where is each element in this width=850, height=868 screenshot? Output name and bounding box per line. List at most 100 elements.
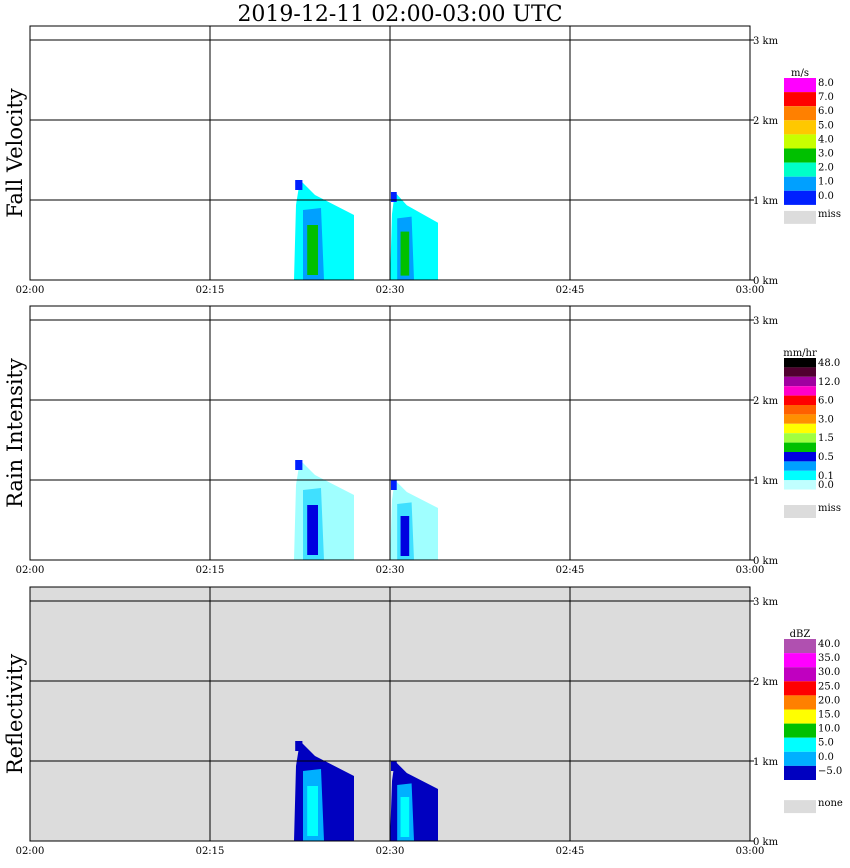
legend-swatch	[784, 695, 816, 710]
echo-cell	[390, 761, 438, 841]
legend-label: 6.0	[818, 396, 834, 407]
legend-swatch	[784, 190, 816, 205]
legend-swatch	[784, 470, 816, 481]
echo-cell	[294, 741, 354, 841]
legend-label: −5.0	[818, 766, 842, 777]
legend-unit: mm/hr	[783, 348, 817, 359]
legend-label: 1.5	[818, 433, 834, 444]
y-tick-label: 2 km	[753, 677, 779, 688]
panel-3: 0 km 1 km 2 km 3 km 02:00 02:15 02:30 02:45 03:0…	[3, 586, 843, 857]
plot-frame	[29, 25, 751, 281]
legend-label: 12.0	[818, 377, 840, 388]
legend-label: 8.0	[818, 78, 834, 89]
legend-label: 35.0	[818, 653, 840, 664]
colorbar-legend: m/s 8.0 7.0 6.0 5.0 4.0 3.0 2.0 1.0 0.0 miss	[784, 68, 841, 224]
x-tick-label: 02:30	[376, 565, 405, 576]
legend-swatch	[784, 737, 816, 752]
legend-label: 7.0	[818, 92, 834, 103]
legend-label: 5.0	[818, 738, 834, 749]
legend-swatch	[784, 461, 816, 471]
echo-cell	[390, 480, 438, 560]
legend-swatch	[784, 442, 816, 452]
x-tick-label: 03:00	[736, 846, 765, 857]
legend-label: 10.0	[818, 724, 840, 735]
legend-label: 3.0	[818, 414, 834, 425]
legend-swatch	[784, 709, 816, 724]
y-tick-label: 3 km	[753, 597, 779, 608]
legend-swatch	[784, 681, 816, 696]
legend-swatch	[784, 134, 816, 149]
echo-cell	[294, 460, 354, 560]
x-tick-label: 02:15	[196, 846, 225, 857]
legend-swatch	[784, 78, 816, 93]
y-tick-label: 1 km	[753, 757, 779, 768]
legend-swatch	[784, 452, 816, 462]
y-tick-label: 1 km	[753, 476, 779, 487]
legend-swatch	[784, 639, 816, 654]
legend-missing-swatch	[784, 800, 816, 814]
echo-top	[295, 741, 303, 751]
legend-swatch	[784, 667, 816, 682]
legend-swatch	[784, 358, 816, 368]
legend-swatch	[784, 148, 816, 163]
legend-unit: m/s	[791, 68, 809, 79]
legend-label: 40.0	[818, 639, 840, 650]
panel-2: 0 km 1 km 2 km 3 km 02:00 02:15 02:30 02:45 03:0…	[3, 305, 841, 576]
legend-label: 0.5	[818, 452, 834, 463]
x-tick-label: 02:00	[16, 565, 45, 576]
legend-swatch	[784, 176, 816, 191]
echo-cell	[294, 180, 354, 280]
legend-label: 0.0	[818, 480, 834, 491]
y-tick-label: 3 km	[753, 316, 779, 327]
plot-frame	[29, 586, 751, 842]
legend-label: 1.0	[818, 177, 834, 188]
echo-core	[307, 786, 318, 836]
echo-core	[400, 516, 410, 556]
legend-missing-swatch	[784, 210, 816, 224]
legend-swatch	[784, 162, 816, 177]
echo-top	[390, 761, 397, 771]
x-tick-label: 02:00	[16, 285, 45, 296]
echo-top	[295, 460, 303, 470]
x-tick-label: 03:00	[736, 565, 765, 576]
x-tick-label: 02:00	[16, 846, 45, 857]
legend-label: 0.1	[818, 471, 834, 482]
echo-top	[390, 192, 397, 202]
legend-label: 48.0	[818, 358, 840, 369]
legend-swatch	[784, 106, 816, 121]
legend-label: 25.0	[818, 681, 840, 692]
legend-swatch	[784, 480, 816, 490]
legend-label: 0.0	[818, 752, 834, 763]
legend-label: 30.0	[818, 667, 840, 678]
legend-missing-swatch	[784, 505, 816, 518]
legend-label: 6.0	[818, 106, 834, 117]
panel-ylabel: Fall Velocity	[3, 88, 27, 218]
legend-swatch	[784, 92, 816, 107]
legend-label: 15.0	[818, 710, 840, 721]
echo-cell	[390, 192, 438, 280]
y-tick-label: 2 km	[753, 116, 779, 127]
panel-1: 0 km 1 km 2 km 3 km 02:00 02:15 02:30 02:45 03:0…	[3, 25, 841, 296]
y-tick-label: 0 km	[753, 276, 779, 287]
legend-label: 20.0	[818, 695, 840, 706]
legend-swatch	[784, 395, 816, 405]
x-tick-label: 02:45	[556, 285, 585, 296]
echo-core	[307, 225, 318, 275]
legend-swatch	[784, 386, 816, 396]
legend-swatch	[784, 405, 816, 415]
echo-core	[307, 505, 318, 555]
x-tick-label: 02:30	[376, 285, 405, 296]
legend-swatch	[784, 765, 816, 780]
legend-swatch	[784, 414, 816, 424]
chart-title: 2019-12-11 02:00-03:00 UTC	[237, 2, 563, 27]
y-tick-label: 0 km	[753, 837, 779, 848]
legend-swatch	[784, 780, 816, 795]
legend-swatch	[784, 120, 816, 135]
plot-frame	[29, 305, 751, 561]
panel-ylabel: Rain Intensity	[3, 358, 27, 508]
legend-swatch	[784, 376, 816, 387]
y-tick-label: 2 km	[753, 396, 779, 407]
legend-swatch	[784, 751, 816, 766]
y-tick-label: 1 km	[753, 196, 779, 207]
